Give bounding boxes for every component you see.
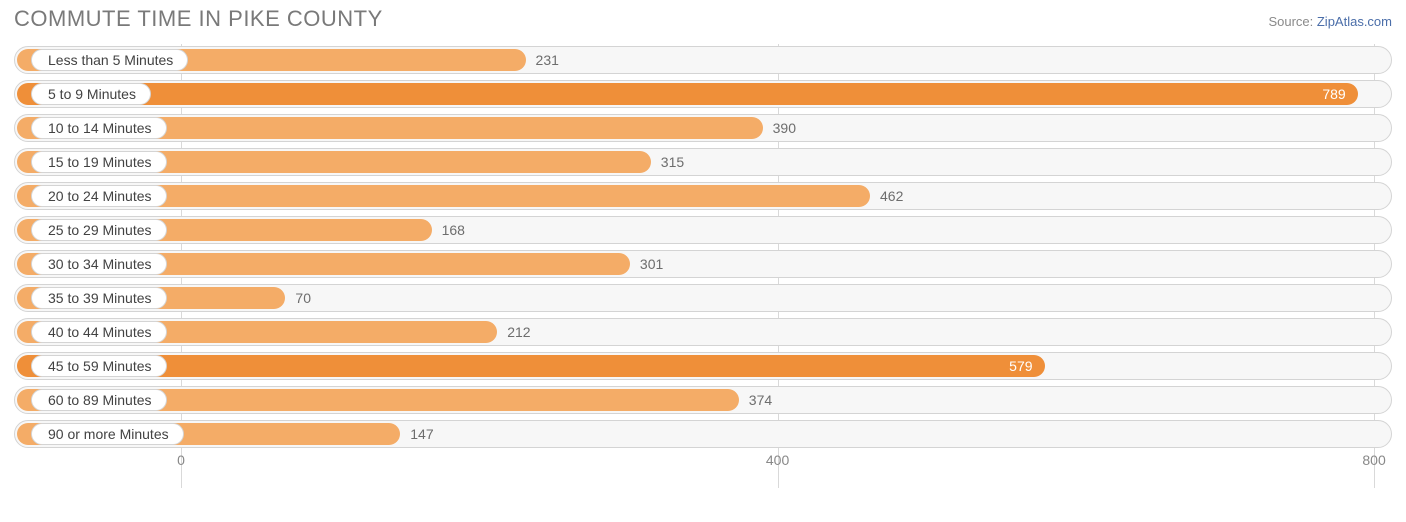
source-prefix: Source: (1268, 14, 1316, 29)
bar-chart: Less than 5 Minutes 231 5 to 9 Minutes 789 1… (14, 44, 1392, 488)
bar-row: 45 to 59 Minutes 579 (14, 352, 1392, 380)
chart-source: Source: ZipAtlas.com (1268, 14, 1392, 29)
bar-rows: Less than 5 Minutes 231 5 to 9 Minutes 789 1… (14, 44, 1392, 448)
value-label: 315 (661, 148, 684, 176)
category-pill: 60 to 89 Minutes (31, 389, 167, 411)
bar-row: 5 to 9 Minutes 789 (14, 80, 1392, 108)
source-link[interactable]: ZipAtlas.com (1317, 14, 1392, 29)
bar-row: 10 to 14 Minutes 390 (14, 114, 1392, 142)
category-pill: 90 or more Minutes (31, 423, 184, 445)
bar-fill (17, 83, 1358, 105)
category-pill: 30 to 34 Minutes (31, 253, 167, 275)
chart-area: Less than 5 Minutes 231 5 to 9 Minutes 789 1… (14, 44, 1392, 488)
value-label: 212 (507, 318, 530, 346)
bar-row: 60 to 89 Minutes 374 (14, 386, 1392, 414)
value-label: 70 (295, 284, 311, 312)
value-label: 462 (880, 182, 903, 210)
value-label: 789 (1322, 80, 1345, 108)
bar-row: 90 or more Minutes 147 (14, 420, 1392, 448)
value-label: 374 (749, 386, 772, 414)
bar-row: 15 to 19 Minutes 315 (14, 148, 1392, 176)
category-pill: 40 to 44 Minutes (31, 321, 167, 343)
value-label: 390 (773, 114, 796, 142)
bar-fill (17, 355, 1045, 377)
bar-row: 30 to 34 Minutes 301 (14, 250, 1392, 278)
bar-row: 35 to 39 Minutes 70 (14, 284, 1392, 312)
category-pill: 15 to 19 Minutes (31, 151, 167, 173)
bar-row: 20 to 24 Minutes 462 (14, 182, 1392, 210)
category-pill: 10 to 14 Minutes (31, 117, 167, 139)
x-axis: 0 400 800 (14, 452, 1392, 476)
category-pill: 5 to 9 Minutes (31, 83, 151, 105)
value-label: 301 (640, 250, 663, 278)
category-pill: Less than 5 Minutes (31, 49, 188, 71)
x-tick: 800 (1362, 452, 1385, 468)
bar-row: 40 to 44 Minutes 212 (14, 318, 1392, 346)
x-tick: 0 (177, 452, 185, 468)
chart-header: COMMUTE TIME IN PIKE COUNTY Source: ZipA… (0, 0, 1406, 36)
chart-title: COMMUTE TIME IN PIKE COUNTY (14, 6, 383, 32)
bar-row: Less than 5 Minutes 231 (14, 46, 1392, 74)
category-pill: 35 to 39 Minutes (31, 287, 167, 309)
category-pill: 20 to 24 Minutes (31, 185, 167, 207)
category-pill: 45 to 59 Minutes (31, 355, 167, 377)
value-label: 168 (442, 216, 465, 244)
value-label: 147 (410, 420, 433, 448)
category-pill: 25 to 29 Minutes (31, 219, 167, 241)
bar-row: 25 to 29 Minutes 168 (14, 216, 1392, 244)
x-tick: 400 (766, 452, 789, 468)
value-label: 231 (536, 46, 559, 74)
value-label: 579 (1009, 352, 1032, 380)
